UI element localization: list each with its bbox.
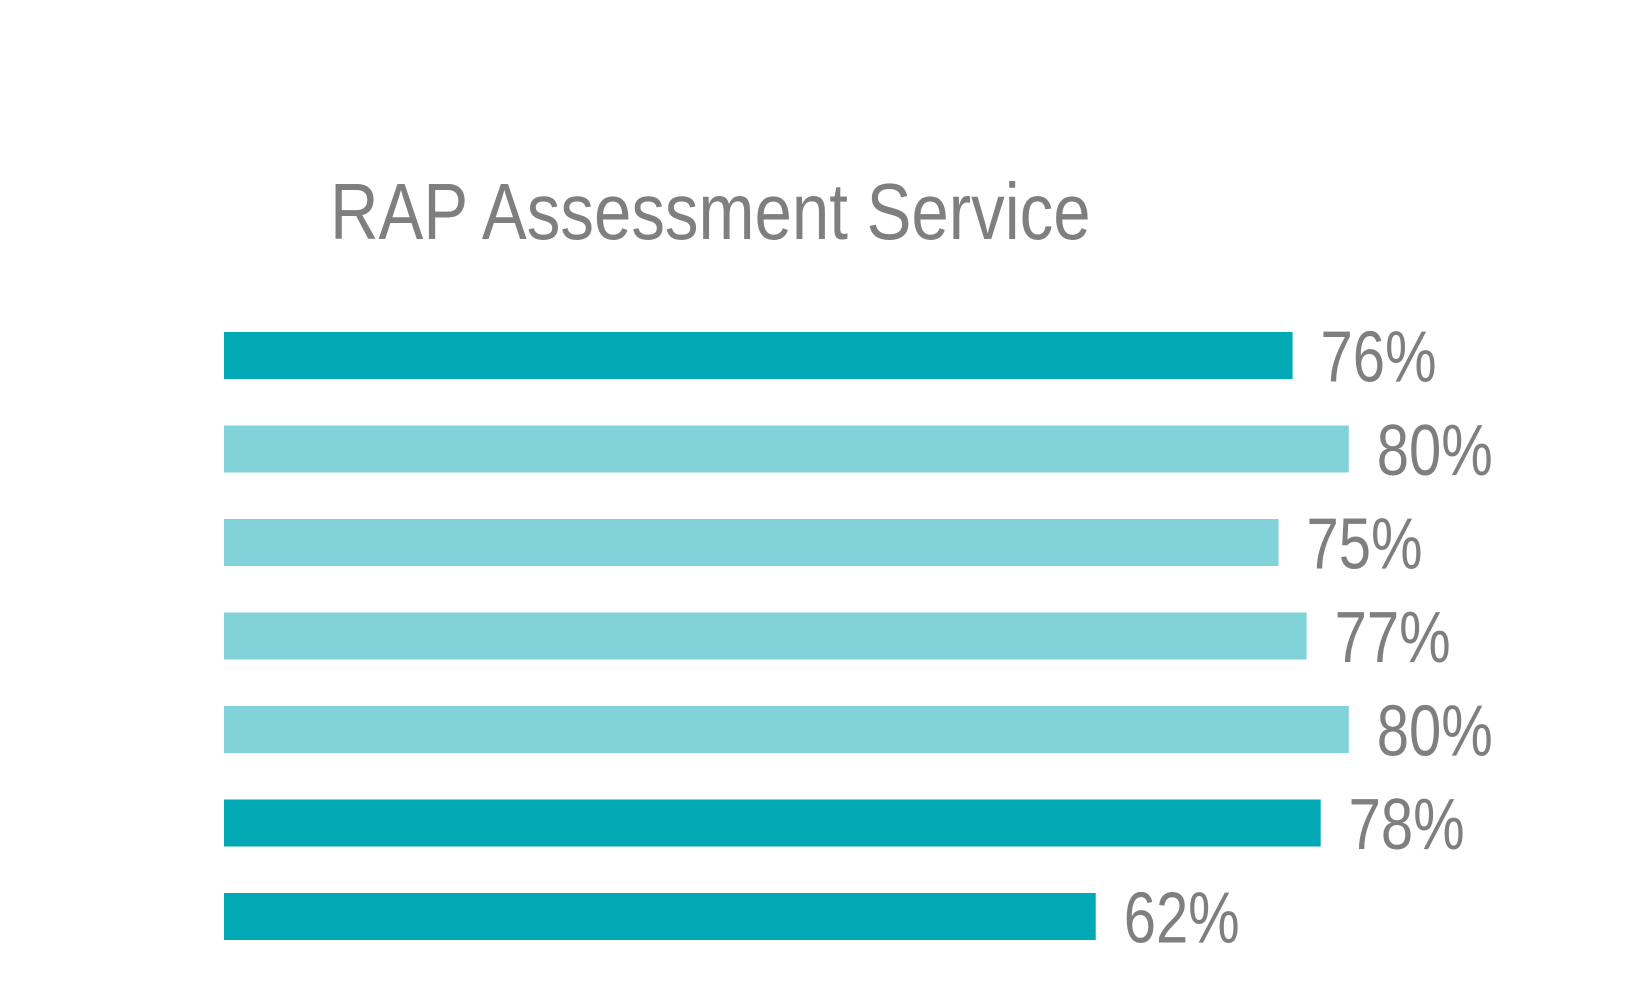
chart-title: RAP Assessment Service <box>330 167 1091 256</box>
bar-value-label-3: 75% <box>1307 505 1423 585</box>
bar-value-label-5: 80% <box>1377 692 1493 772</box>
bar-4 <box>224 612 1307 660</box>
bar-6 <box>224 799 1321 847</box>
bar-1 <box>224 332 1293 379</box>
bar-2 <box>224 425 1349 473</box>
bar-3 <box>224 519 1279 566</box>
bar-5 <box>224 706 1349 753</box>
bar-value-label-2: 80% <box>1377 411 1493 491</box>
bar-value-label-4: 77% <box>1335 598 1451 678</box>
bar-value-label-1: 76% <box>1321 318 1437 398</box>
bar-value-label-6: 78% <box>1349 785 1465 865</box>
bar-7 <box>224 893 1096 940</box>
bar-value-label-7: 62% <box>1124 879 1240 959</box>
